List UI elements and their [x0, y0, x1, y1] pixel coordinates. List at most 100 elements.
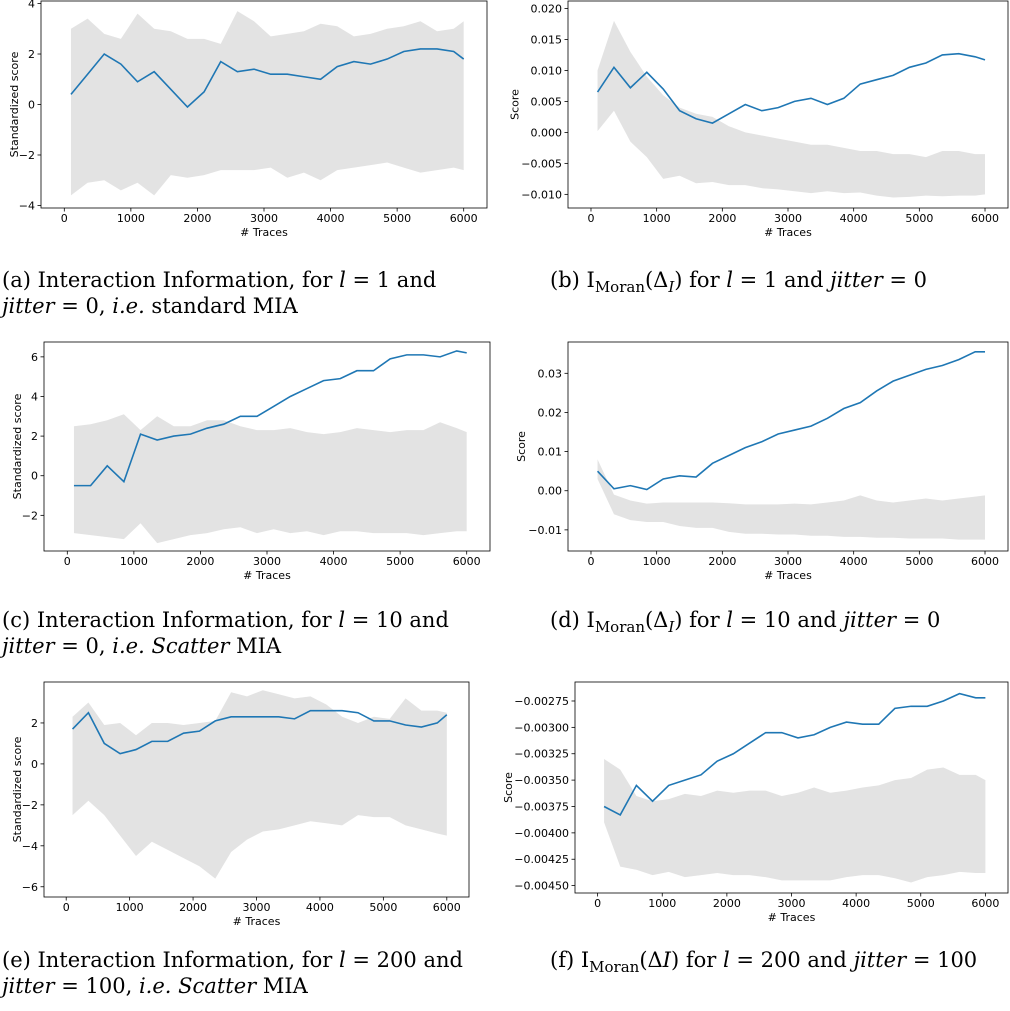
y-axis-label: Standardized score — [11, 736, 24, 842]
caption-segment: jitter — [826, 268, 885, 292]
caption-line: (c) Interaction Information, for l = 10 … — [2, 608, 449, 632]
x-tick-label: 6000 — [971, 555, 999, 568]
y-tick-label: 0 — [31, 470, 38, 483]
caption-line: jitter = 0, i.e. standard MIA — [0, 294, 299, 318]
x-tick-label: 5000 — [386, 555, 414, 568]
caption-segment: l — [726, 268, 733, 292]
chart-panel: 0 1000 2000 3000 4000 5000 6000 −0.01 0.00 0.01 0.… — [515, 341, 1009, 636]
x-tick-label: 6000 — [433, 901, 461, 914]
caption-segment: MIA — [229, 634, 281, 658]
caption-line: (a) Interaction Information, for l = 1 a… — [2, 268, 436, 292]
caption-segment: I — [662, 948, 672, 972]
x-tick-label: 2000 — [708, 212, 736, 225]
y-tick-label: −0.01 — [528, 524, 562, 537]
caption-segment: standard MIA — [145, 294, 299, 318]
x-tick-label: 1000 — [120, 555, 148, 568]
chart-panel: 0 1000 2000 3000 4000 5000 6000 −0.010 −0.005 0.0… — [508, 0, 1009, 296]
y-tick-label: −0.00325 — [514, 748, 569, 761]
caption-segment: l — [723, 948, 730, 972]
x-tick-label: 5000 — [383, 212, 411, 225]
caption-segment: Moran — [589, 958, 640, 976]
y-tick-label: −2 — [22, 799, 38, 812]
x-tick-label: 4000 — [317, 212, 345, 225]
caption-segment: (b) I — [550, 268, 595, 292]
y-tick-label: 0.010 — [531, 64, 563, 77]
x-tick-label: 1000 — [116, 901, 144, 914]
x-tick-label: 4000 — [306, 901, 334, 914]
x-axis-label: # Traces — [764, 226, 812, 239]
caption-segment: (f) I — [550, 948, 589, 972]
x-tick-label: 1000 — [643, 212, 671, 225]
caption-segment: (Δ — [645, 268, 668, 292]
caption-segment: (a) Interaction Information, for — [2, 268, 339, 292]
y-axis-label: Standardized score — [8, 51, 21, 157]
x-tick-label: 5000 — [905, 212, 933, 225]
y-tick-label: −0.00300 — [514, 721, 569, 734]
caption-segment: ) for — [674, 608, 726, 632]
x-tick-label: 3000 — [778, 897, 806, 910]
y-tick-label: −0.00450 — [514, 880, 569, 893]
y-axis-label: Score — [508, 89, 521, 120]
x-tick-label: 0 — [64, 555, 71, 568]
y-tick-label: −0.005 — [521, 157, 562, 170]
caption-segment: i.e. — [112, 634, 145, 658]
data-line — [70, 48, 465, 109]
y-tick-label: 4 — [31, 390, 38, 403]
y-tick-label: 0.01 — [538, 446, 563, 459]
caption-segment: I — [667, 618, 675, 636]
x-tick-label: 2000 — [179, 901, 207, 914]
x-tick-label: 5000 — [907, 897, 935, 910]
caption-segment: (d) I — [550, 608, 595, 632]
x-tick-label: 1000 — [643, 555, 671, 568]
x-tick-label: 6000 — [971, 897, 999, 910]
caption-segment: jitter — [0, 974, 57, 998]
caption-segment: (Δ — [639, 948, 662, 972]
y-tick-label: 0.015 — [531, 33, 563, 46]
caption-segment: l — [726, 608, 733, 632]
caption-segment: I — [667, 278, 675, 296]
x-tick-label: 3000 — [253, 555, 281, 568]
caption-segment: ) for — [674, 268, 726, 292]
caption-segment: jitter — [840, 608, 899, 632]
x-tick-label: 0 — [587, 212, 594, 225]
x-tick-label: 4000 — [840, 212, 868, 225]
x-tick-label: 5000 — [369, 901, 397, 914]
caption-segment: jitter — [0, 294, 57, 318]
x-tick-label: 3000 — [774, 555, 802, 568]
chart-panel: 0 1000 2000 3000 4000 5000 6000 −2 0 2 4 6 # Traces S… — [0, 341, 491, 658]
caption-segment: = 1 and — [346, 268, 436, 292]
caption-segment: = 200 and — [346, 948, 463, 972]
x-axis-label: # Traces — [243, 569, 291, 582]
data-line — [596, 52, 986, 124]
x-axis-label: # Traces — [233, 915, 281, 928]
y-tick-label: 0.02 — [538, 406, 563, 419]
confidence-band — [597, 20, 986, 198]
x-tick-label: 0 — [587, 555, 594, 568]
y-axis-label: Score — [502, 772, 515, 803]
caption-segment: i.e. — [139, 974, 172, 998]
caption-segment: = 0, — [55, 634, 113, 658]
caption-line: (b) IMoran(ΔI) for l = 1 and jitter = 0 — [550, 268, 927, 296]
y-axis-label: Standardized score — [11, 393, 24, 499]
x-tick-label: 5000 — [905, 555, 933, 568]
y-tick-label: −0.00350 — [514, 774, 569, 787]
caption-segment: ) for — [671, 948, 723, 972]
y-tick-label: 0.020 — [531, 2, 563, 15]
y-axis-label: Score — [515, 431, 528, 462]
x-tick-label: 1000 — [117, 212, 145, 225]
data-line — [596, 350, 986, 491]
caption-line: jitter = 100, i.e. Scatter MIA — [0, 974, 309, 998]
y-tick-label: 0 — [31, 758, 38, 771]
y-tick-label: 2 — [31, 717, 38, 730]
y-tick-label: −2 — [19, 149, 35, 162]
y-tick-label: 4 — [28, 0, 35, 11]
chart-panel: 0 1000 2000 3000 4000 5000 6000 −6 −4 −2 0 2 # Trace… — [0, 681, 470, 998]
x-tick-label: 2000 — [186, 555, 214, 568]
caption-line: (f) IMoran(ΔI) for l = 200 and jitter = … — [550, 948, 977, 976]
y-tick-label: 0.00 — [538, 485, 563, 498]
caption-segment: = 0 — [896, 608, 940, 632]
x-tick-label: 0 — [63, 901, 70, 914]
caption-segment: l — [339, 948, 346, 972]
confidence-band — [73, 414, 467, 544]
